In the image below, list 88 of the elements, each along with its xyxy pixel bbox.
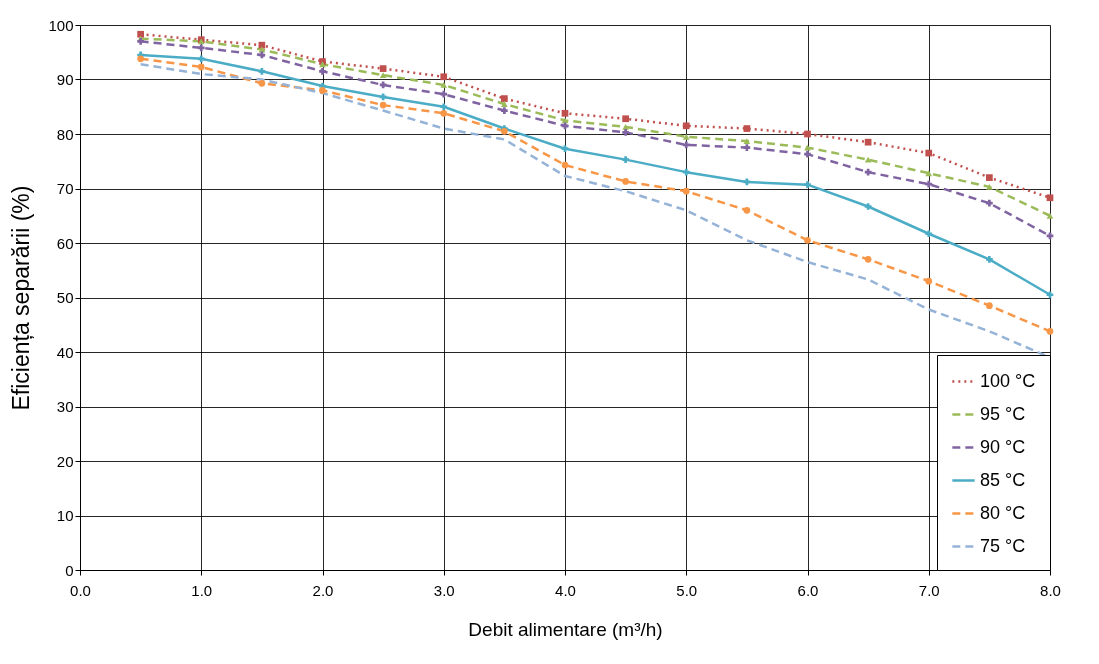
point <box>804 150 811 158</box>
point <box>197 55 205 63</box>
point <box>986 183 993 190</box>
point <box>682 187 690 195</box>
y-axis-title: Eficiența separării (%) <box>8 185 35 411</box>
y-tick-label: 90 <box>56 71 74 88</box>
x-tick-label: 6.0 <box>797 581 819 599</box>
point <box>864 256 872 263</box>
point <box>1046 194 1054 202</box>
y-tick-label: 60 <box>56 234 74 252</box>
point <box>197 44 205 52</box>
x-tick-label: 5.0 <box>676 581 698 599</box>
point <box>622 129 629 136</box>
point <box>925 180 933 188</box>
point <box>1046 212 1054 219</box>
point <box>925 277 933 285</box>
point <box>804 236 811 244</box>
y-tick-label: 50 <box>56 289 74 306</box>
point <box>197 63 205 71</box>
point <box>986 199 993 207</box>
point <box>319 87 326 94</box>
point <box>440 73 448 81</box>
x-tick-label: 0.0 <box>70 581 91 599</box>
y-tick-label: 70 <box>56 180 74 197</box>
point <box>804 130 811 138</box>
point <box>743 144 751 151</box>
y-tick-label: 100 <box>48 16 74 34</box>
y-tick-label: 30 <box>56 398 74 415</box>
x-tick-label: 2.0 <box>312 581 334 599</box>
x-tick-label: 7.0 <box>918 581 940 599</box>
point <box>379 65 387 72</box>
y-tick-label: 80 <box>56 125 74 143</box>
point <box>1046 291 1054 299</box>
point <box>137 30 144 38</box>
point <box>258 79 266 87</box>
point <box>440 109 448 117</box>
point <box>682 122 690 130</box>
point <box>622 178 629 185</box>
point <box>561 122 569 130</box>
point <box>986 302 993 310</box>
point <box>440 103 448 111</box>
point <box>682 133 690 140</box>
legend-label: 85 °C <box>980 469 1026 490</box>
x-axis-title: Debit alimentare (m³/h) <box>468 618 663 640</box>
point <box>925 149 933 157</box>
point <box>925 170 933 177</box>
legend-label: 80 °C <box>980 502 1026 523</box>
point <box>743 138 751 144</box>
point <box>561 161 569 169</box>
legend-label: 75 °C <box>980 535 1026 556</box>
point <box>501 95 508 102</box>
y-tick-label: 40 <box>56 343 74 361</box>
x-tick-label: 4.0 <box>555 581 576 599</box>
point <box>622 156 629 163</box>
point <box>925 230 933 238</box>
point <box>864 138 872 146</box>
point <box>682 168 690 176</box>
point <box>864 156 872 163</box>
point <box>319 67 326 75</box>
legend-label: 90 °C <box>980 436 1026 457</box>
x-tick-label: 8.0 <box>1040 581 1061 599</box>
x-tick-label: 1.0 <box>191 581 213 599</box>
point <box>561 109 569 117</box>
point <box>440 82 448 88</box>
point <box>682 141 690 149</box>
point <box>986 174 993 181</box>
point <box>743 125 751 132</box>
legend-label: 95 °C <box>980 403 1026 424</box>
point <box>379 72 387 79</box>
point <box>561 145 569 153</box>
point <box>986 256 993 263</box>
y-tick-label: 20 <box>56 452 74 470</box>
x-tick-label: 3.0 <box>433 581 455 599</box>
point <box>1046 327 1054 335</box>
point <box>379 101 387 109</box>
point <box>258 67 266 75</box>
point <box>804 181 811 189</box>
legend-label: 100 °C <box>980 370 1036 391</box>
point <box>501 101 508 107</box>
point <box>440 90 448 98</box>
point <box>501 107 508 114</box>
y-tick-label: 0 <box>65 561 74 579</box>
point <box>804 144 811 151</box>
point <box>864 203 872 210</box>
y-tick-label: 10 <box>56 507 74 524</box>
point <box>137 55 144 63</box>
point <box>622 115 629 123</box>
point <box>743 206 751 214</box>
